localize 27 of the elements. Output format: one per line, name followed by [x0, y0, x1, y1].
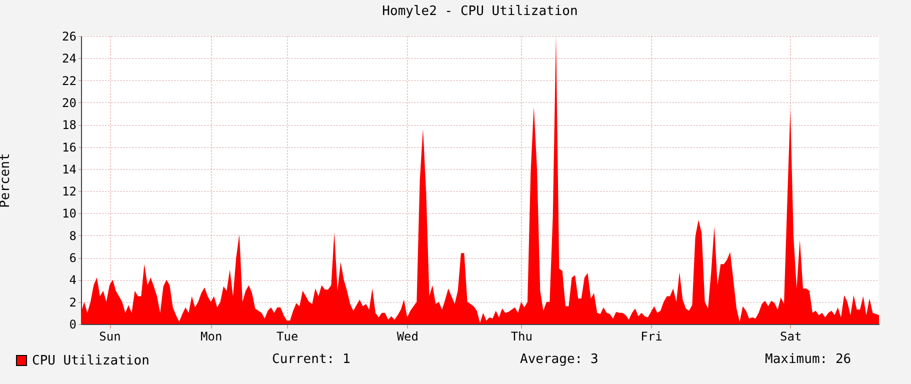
text: Average: 3	[520, 352, 598, 367]
x-tick-label: Thu	[510, 330, 533, 344]
y-tick-label: 6	[69, 251, 76, 266]
y-tick-label: 22	[62, 74, 76, 88]
y-tick-label: 20	[62, 96, 76, 110]
x-tick-label: Fri	[640, 330, 662, 344]
y-axis-title: Percent	[0, 153, 14, 208]
y-tick-label: 12	[62, 184, 76, 199]
y-tick-label: 8	[69, 228, 76, 243]
x-tick-label: Sat	[780, 330, 802, 344]
x-tick-label: Tue	[276, 330, 298, 344]
text: Maximum: 26	[765, 352, 852, 367]
x-tick-label: Mon	[200, 330, 222, 344]
y-tick-label: 14	[62, 162, 76, 176]
y-tick-label: 16	[62, 140, 76, 154]
text: Current: 1	[272, 352, 350, 367]
y-tick-label: 4	[69, 273, 76, 288]
y-tick-label: 24	[62, 52, 76, 66]
chart-title: Homyle2 - CPU Utilization	[382, 4, 578, 19]
x-tick-label: Sun	[99, 330, 121, 344]
legend-label: CPU Utilization	[32, 354, 150, 368]
y-tick-label: 0	[69, 318, 76, 332]
x-tick-label: Wed	[396, 330, 419, 344]
y-tick-label: 18	[62, 118, 76, 132]
y-tick-label: 2	[69, 295, 76, 310]
y-tick-label: 10	[62, 206, 76, 221]
y-tick-label: 26	[62, 30, 76, 44]
